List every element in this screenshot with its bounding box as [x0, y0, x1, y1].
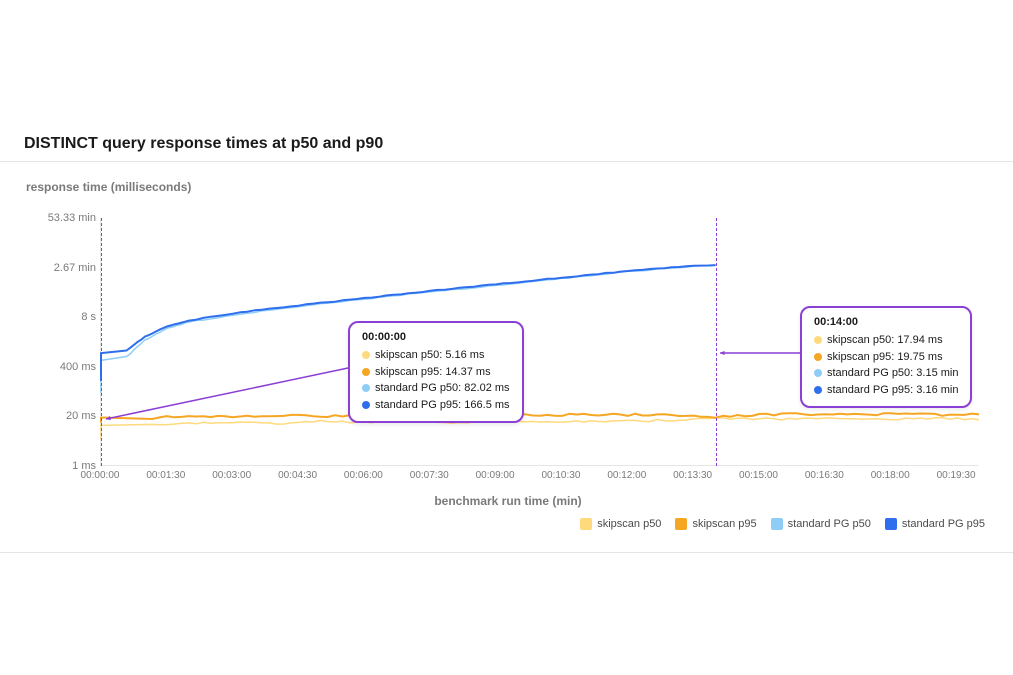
series-dot-icon — [814, 386, 822, 394]
y-tick-label: 53.33 min — [26, 212, 96, 224]
legend-label: standard PG p95 — [902, 518, 985, 530]
x-tick-label: 00:15:00 — [739, 470, 778, 481]
y-tick-label: 8 s — [26, 311, 96, 323]
legend-item[interactable]: skipscan p95 — [675, 518, 756, 530]
tooltip-text: standard PG p50: 3.15 min — [827, 365, 958, 382]
tooltip-row: standard PG p50: 3.15 min — [814, 365, 958, 382]
chart-container: DISTINCT query response times at p50 and… — [0, 0, 1013, 675]
chart-area: 1 ms20 ms400 ms8 s2.67 min53.33 min 00:0… — [26, 218, 990, 518]
x-tick-label: 00:19:30 — [937, 470, 976, 481]
chart-legend: skipscan p50 skipscan p95 standard PG p50 s… — [580, 518, 985, 530]
tooltip-row: skipscan p50: 17.94 ms — [814, 332, 958, 349]
tooltip-row: standard PG p95: 3.16 min — [814, 382, 958, 399]
x-tick-label: 00:16:30 — [805, 470, 844, 481]
chart-title: DISTINCT query response times at p50 and… — [0, 0, 1013, 161]
legend-swatch-icon — [885, 518, 897, 530]
legend-label: standard PG p50 — [788, 518, 871, 530]
x-tick-label: 00:06:00 — [344, 470, 383, 481]
x-tick-label: 00:00:00 — [81, 470, 120, 481]
tooltip-text: standard PG p95: 3.16 min — [827, 382, 958, 399]
x-tick-label: 00:10:30 — [541, 470, 580, 481]
x-tick-label: 00:01:30 — [146, 470, 185, 481]
x-tick-label: 00:09:00 — [476, 470, 515, 481]
series-dot-icon — [814, 353, 822, 361]
tooltip-text: skipscan p50: 17.94 ms — [827, 332, 943, 349]
x-tick-label: 00:13:30 — [673, 470, 712, 481]
legend-swatch-icon — [771, 518, 783, 530]
legend-swatch-icon — [675, 518, 687, 530]
x-axis-label: benchmark run time (min) — [26, 494, 990, 508]
tooltip-text: skipscan p95: 19.75 ms — [827, 349, 943, 366]
x-tick-label: 00:04:30 — [278, 470, 317, 481]
legend-item[interactable]: standard PG p50 — [771, 518, 871, 530]
x-axis-ticks: 00:00:0000:01:3000:03:0000:04:3000:06:00… — [100, 470, 978, 490]
tooltip-row: skipscan p95: 19.75 ms — [814, 349, 958, 366]
legend-swatch-icon — [580, 518, 592, 530]
tooltip-title: 00:14:00 — [814, 316, 958, 328]
legend-item[interactable]: skipscan p50 — [580, 518, 661, 530]
y-tick-label: 400 ms — [26, 361, 96, 373]
legend-label: skipscan p95 — [692, 518, 756, 530]
x-tick-label: 00:18:00 — [871, 470, 910, 481]
x-tick-label: 00:03:00 — [212, 470, 251, 481]
tooltip: 00:14:00 skipscan p50: 17.94 msskipscan p… — [800, 306, 972, 408]
divider-bottom — [0, 552, 1013, 553]
y-tick-label: 2.67 min — [26, 262, 96, 274]
y-tick-label: 20 ms — [26, 410, 96, 422]
legend-label: skipscan p50 — [597, 518, 661, 530]
x-tick-label: 00:07:30 — [410, 470, 449, 481]
legend-item[interactable]: standard PG p95 — [885, 518, 985, 530]
series-dot-icon — [814, 369, 822, 377]
y-axis-label: response time (milliseconds) — [0, 162, 1013, 194]
x-tick-label: 00:12:00 — [607, 470, 646, 481]
series-dot-icon — [814, 336, 822, 344]
